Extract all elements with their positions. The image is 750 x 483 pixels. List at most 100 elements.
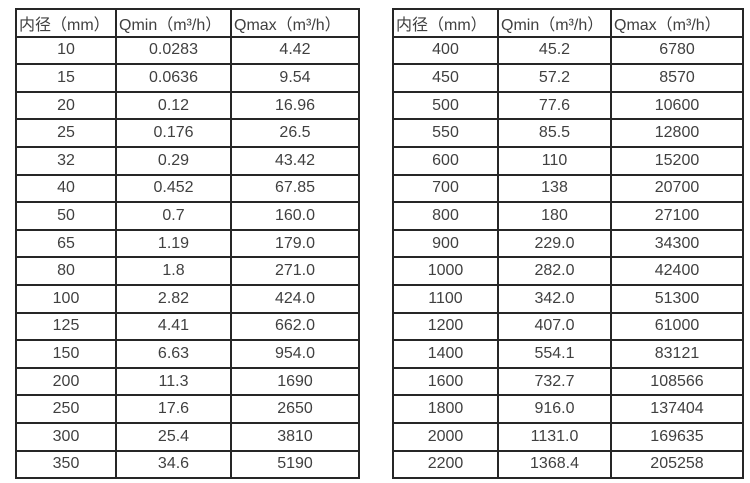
qmax-cell: 51300	[610, 283, 744, 314]
diameter-cell: 500	[392, 90, 499, 121]
column-header: Qmin（m³/h）	[497, 8, 612, 38]
qmin-cell: 4.41	[115, 311, 232, 342]
qmin-cell: 554.1	[497, 339, 612, 369]
diameter-cell: 400	[392, 35, 499, 66]
qmin-cell: 1131.0	[497, 421, 612, 452]
diameter-cell: 1600	[392, 366, 499, 397]
diameter-cell: 20	[15, 90, 117, 121]
table-row: 400 45.2 6780	[392, 35, 744, 66]
column-header: 内径（mm）	[392, 8, 499, 38]
qmin-cell: 342.0	[497, 283, 612, 314]
qmax-cell: 271.0	[230, 256, 360, 286]
table-row: 50 0.7 160.0	[15, 201, 360, 231]
table-row: 125 4.41 662.0	[15, 311, 360, 342]
qmax-cell: 137404	[610, 394, 744, 424]
qmax-cell: 3810	[230, 421, 360, 452]
qmax-cell: 8570	[610, 63, 744, 93]
flow-table-large-diameters: 内径（mm） Qmin（m³/h） Qmax（m³/h） 400 45.2 6780 45…	[392, 8, 744, 480]
qmin-cell: 34.6	[115, 449, 232, 480]
qmin-cell: 45.2	[497, 35, 612, 66]
table-row: 900 229.0 34300	[392, 228, 744, 259]
diameter-cell: 250	[15, 394, 117, 424]
qmin-cell: 407.0	[497, 311, 612, 342]
header-row: 内径（mm） Qmin（m³/h） Qmax（m³/h）	[392, 8, 744, 38]
table-row: 300 25.4 3810	[15, 421, 360, 452]
qmin-cell: 0.7	[115, 201, 232, 231]
qmax-cell: 169635	[610, 421, 744, 452]
diameter-cell: 300	[15, 421, 117, 452]
qmin-cell: 6.63	[115, 339, 232, 369]
table-row: 32 0.29 43.42	[15, 145, 360, 176]
table-row: 600 110 15200	[392, 145, 744, 176]
table-row: 25 0.176 26.5	[15, 118, 360, 148]
qmax-cell: 9.54	[230, 63, 360, 93]
qmin-cell: 110	[497, 145, 612, 176]
qmin-cell: 1368.4	[497, 449, 612, 480]
diameter-cell: 600	[392, 145, 499, 176]
diameter-cell: 900	[392, 228, 499, 259]
qmax-cell: 662.0	[230, 311, 360, 342]
table-row: 700 138 20700	[392, 173, 744, 204]
table-row: 10 0.0283 4.42	[15, 35, 360, 66]
qmin-cell: 57.2	[497, 63, 612, 93]
qmax-cell: 205258	[610, 449, 744, 480]
diameter-cell: 150	[15, 339, 117, 369]
qmin-cell: 0.0636	[115, 63, 232, 93]
qmin-cell: 732.7	[497, 366, 612, 397]
diameter-cell: 15	[15, 63, 117, 93]
qmax-cell: 27100	[610, 201, 744, 231]
header-row: 内径（mm） Qmin（m³/h） Qmax（m³/h）	[15, 8, 360, 38]
qmin-cell: 85.5	[497, 118, 612, 148]
table-row: 1200 407.0 61000	[392, 311, 744, 342]
qmax-cell: 4.42	[230, 35, 360, 66]
table-row: 250 17.6 2650	[15, 394, 360, 424]
diameter-cell: 1100	[392, 283, 499, 314]
diameter-cell: 125	[15, 311, 117, 342]
column-header: Qmax（m³/h）	[610, 8, 744, 38]
table-row: 20 0.12 16.96	[15, 90, 360, 121]
qmax-cell: 61000	[610, 311, 744, 342]
table-row: 200 11.3 1690	[15, 366, 360, 397]
qmin-cell: 916.0	[497, 394, 612, 424]
diameter-cell: 65	[15, 228, 117, 259]
qmin-cell: 0.0283	[115, 35, 232, 66]
table-row: 2200 1368.4 205258	[392, 449, 744, 480]
table-row: 1800 916.0 137404	[392, 394, 744, 424]
qmin-cell: 77.6	[497, 90, 612, 121]
diameter-cell: 2000	[392, 421, 499, 452]
diameter-cell: 10	[15, 35, 117, 66]
qmax-cell: 954.0	[230, 339, 360, 369]
qmin-cell: 0.452	[115, 173, 232, 204]
diameter-cell: 1400	[392, 339, 499, 369]
qmin-cell: 138	[497, 173, 612, 204]
diameter-cell: 2200	[392, 449, 499, 480]
qmin-cell: 229.0	[497, 228, 612, 259]
table-row: 1000 282.0 42400	[392, 256, 744, 286]
qmin-cell: 11.3	[115, 366, 232, 397]
qmax-cell: 16.96	[230, 90, 360, 121]
flow-table-small-diameters: 内径（mm） Qmin（m³/h） Qmax（m³/h） 10 0.0283 4.42 1…	[15, 8, 360, 480]
diameter-cell: 1200	[392, 311, 499, 342]
qmin-cell: 2.82	[115, 283, 232, 314]
qmax-cell: 67.85	[230, 173, 360, 204]
qmax-cell: 179.0	[230, 228, 360, 259]
qmax-cell: 5190	[230, 449, 360, 480]
column-header: Qmin（m³/h）	[115, 8, 232, 38]
qmax-cell: 6780	[610, 35, 744, 66]
qmin-cell: 0.12	[115, 90, 232, 121]
diameter-cell: 550	[392, 118, 499, 148]
column-header: 内径（mm）	[15, 8, 117, 38]
table-row: 550 85.5 12800	[392, 118, 744, 148]
table-row: 1100 342.0 51300	[392, 283, 744, 314]
qmin-cell: 1.19	[115, 228, 232, 259]
table-row: 2000 1131.0 169635	[392, 421, 744, 452]
qmin-cell: 25.4	[115, 421, 232, 452]
qmax-cell: 2650	[230, 394, 360, 424]
table-row: 65 1.19 179.0	[15, 228, 360, 259]
qmax-cell: 10600	[610, 90, 744, 121]
diameter-cell: 700	[392, 173, 499, 204]
qmin-cell: 0.176	[115, 118, 232, 148]
qmax-cell: 43.42	[230, 145, 360, 176]
qmin-cell: 282.0	[497, 256, 612, 286]
